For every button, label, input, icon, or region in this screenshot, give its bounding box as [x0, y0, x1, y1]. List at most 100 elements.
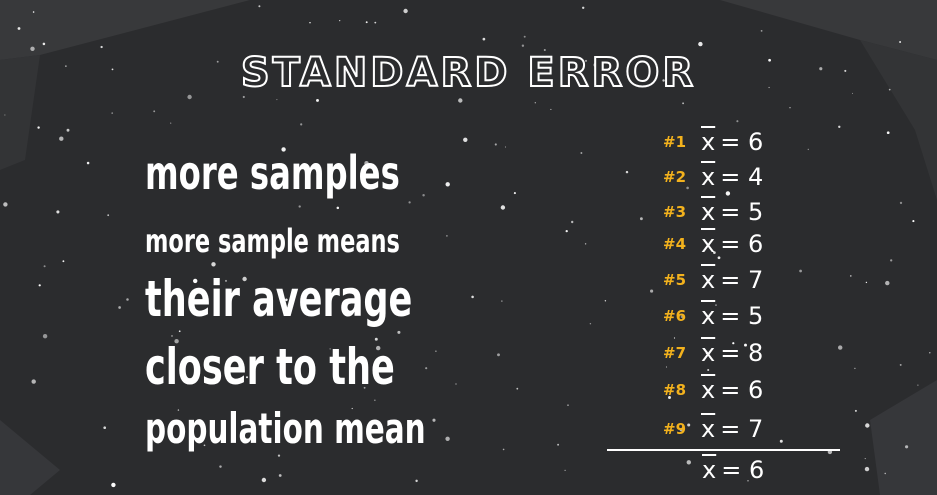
star: [455, 383, 457, 385]
star: [501, 300, 503, 302]
corner-shade-top-left: [0, 0, 250, 60]
line-more-sample-means: more sample means: [145, 222, 400, 260]
star: [497, 353, 500, 357]
star: [884, 472, 886, 475]
sample-mean-value: = 5: [720, 302, 764, 330]
star: [66, 128, 70, 132]
sample-mean-value: = 6: [720, 230, 764, 258]
star: [38, 284, 41, 287]
star: [732, 342, 735, 345]
star: [276, 99, 278, 101]
star: [435, 350, 437, 352]
star: [673, 337, 676, 339]
star: [177, 409, 180, 411]
star: [686, 186, 689, 190]
star: [275, 181, 278, 184]
star: [174, 339, 179, 344]
star: [278, 474, 282, 477]
star: [374, 399, 376, 401]
star: [458, 98, 463, 103]
star: [425, 367, 428, 370]
star: [504, 146, 507, 148]
star: [397, 330, 401, 334]
star: [534, 102, 536, 104]
sample-row: #2 x = 4: [663, 163, 763, 193]
line-their-average: their average: [145, 270, 413, 328]
star: [351, 407, 353, 410]
corner-shade-bottom-right: [870, 380, 937, 495]
sample-number: #6: [663, 307, 687, 325]
star: [705, 352, 708, 355]
star: [838, 345, 843, 350]
sample-mean-value: = 5: [720, 198, 764, 226]
sample-number: #3: [663, 203, 687, 221]
star: [584, 59, 588, 62]
star: [682, 102, 685, 105]
sample-number: #1: [663, 133, 687, 151]
star: [215, 302, 217, 304]
x-bar-symbol: x: [701, 302, 716, 330]
star: [707, 368, 710, 372]
sample-row: #8 x = 6: [663, 376, 763, 406]
star: [187, 94, 192, 100]
star: [31, 379, 36, 384]
star: [565, 229, 568, 233]
star: [42, 42, 46, 46]
star: [432, 418, 436, 422]
star: [4, 114, 6, 116]
star: [580, 152, 583, 154]
star: [408, 201, 411, 204]
star: [625, 170, 629, 174]
star: [258, 5, 261, 8]
star: [864, 466, 870, 472]
star: [589, 322, 592, 325]
star: [760, 29, 763, 32]
star: [662, 79, 665, 82]
star: [502, 448, 505, 451]
sum-divider-line: [607, 449, 840, 451]
star: [799, 269, 802, 273]
corner-shade-bottom-left: [0, 420, 60, 495]
star: [403, 8, 408, 14]
star: [854, 409, 857, 412]
star: [316, 98, 319, 102]
star: [277, 454, 281, 457]
star: [584, 243, 587, 245]
star: [287, 82, 291, 85]
star: [30, 46, 35, 51]
star: [747, 479, 749, 482]
star: [639, 217, 643, 221]
sample-number: #7: [663, 344, 687, 362]
star: [193, 278, 198, 284]
star: [604, 300, 607, 302]
star: [311, 361, 313, 364]
star: [725, 191, 731, 196]
star: [582, 6, 585, 9]
star: [242, 95, 245, 99]
sample-number: #5: [663, 271, 687, 289]
corner-shade-top-right: [720, 0, 937, 60]
edge-shade-left: [0, 55, 40, 170]
star: [888, 88, 891, 91]
star: [768, 58, 771, 62]
star: [713, 251, 716, 254]
sample-mean-value: = 8: [720, 339, 764, 367]
star: [650, 289, 654, 293]
sample-mean-value: = 7: [720, 415, 764, 443]
star: [170, 122, 172, 124]
star: [886, 131, 890, 135]
star: [564, 469, 566, 472]
star: [679, 428, 683, 432]
star: [311, 363, 315, 366]
star: [363, 386, 366, 389]
star: [43, 265, 46, 268]
star: [365, 21, 368, 24]
star: [219, 465, 222, 468]
star: [445, 182, 450, 187]
star: [864, 458, 866, 460]
star: [890, 259, 893, 262]
star: [374, 21, 377, 24]
star: [415, 479, 418, 483]
star: [668, 396, 671, 399]
